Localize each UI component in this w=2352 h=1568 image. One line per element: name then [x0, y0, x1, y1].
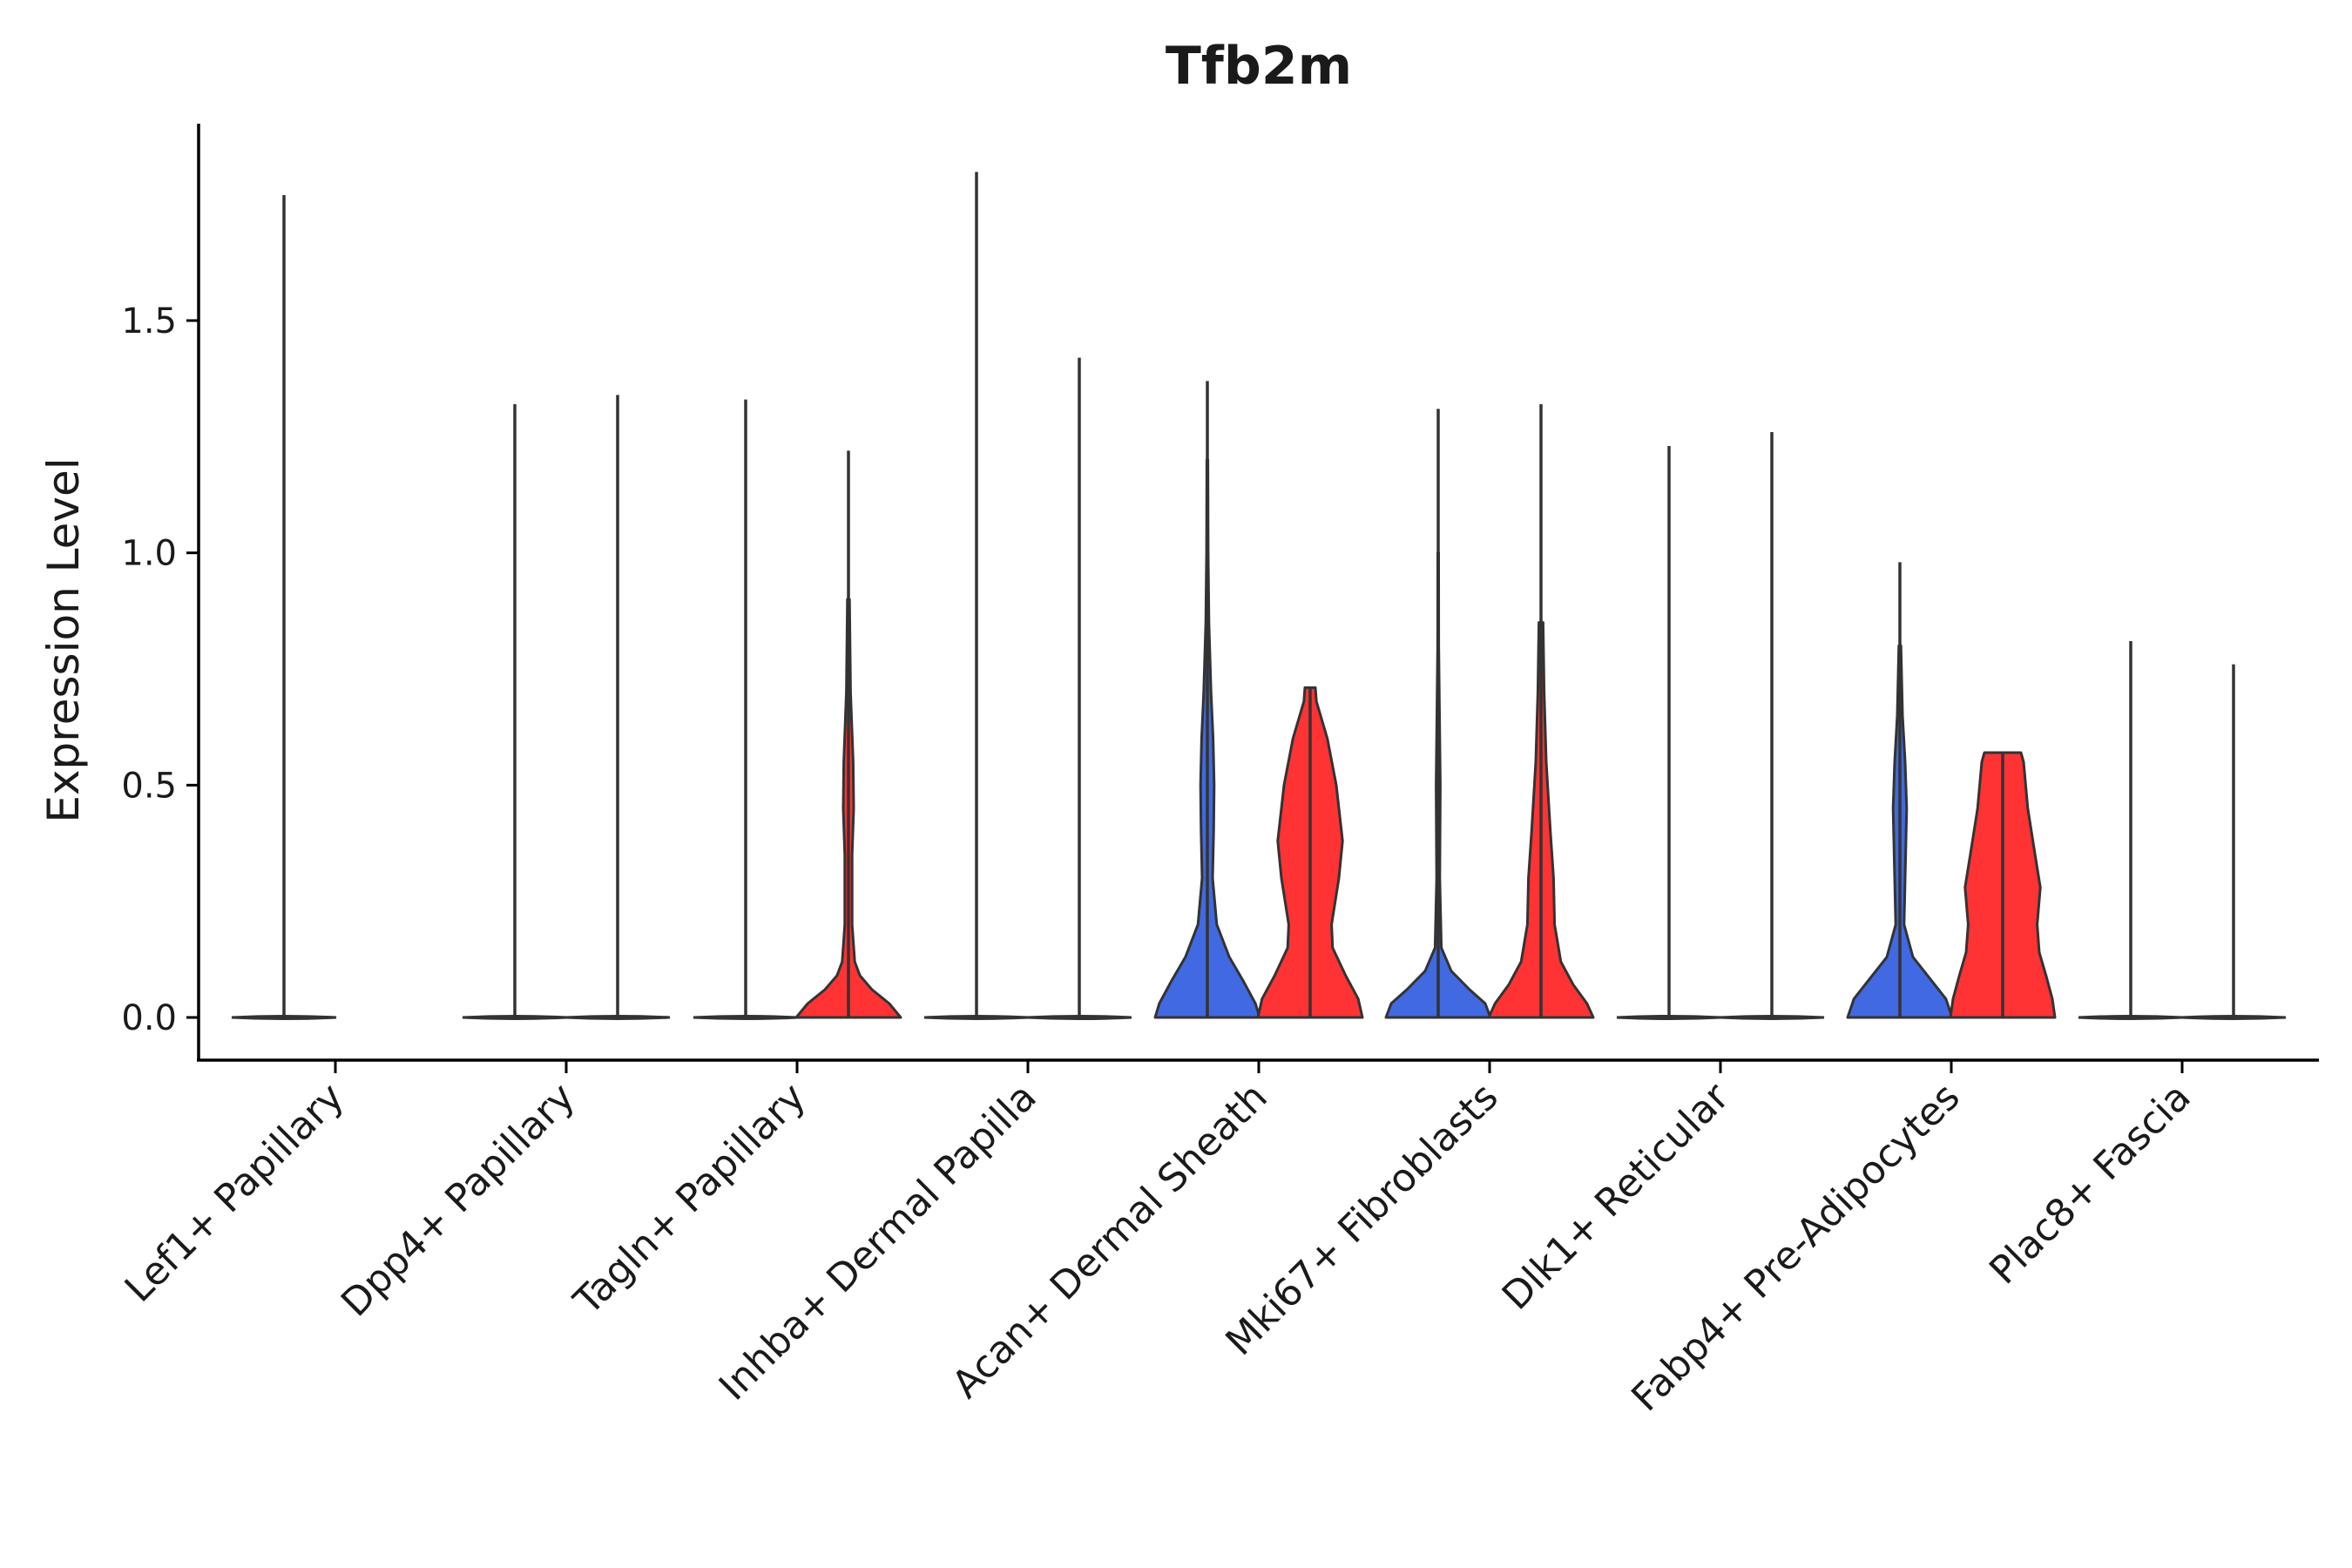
chart-title: Tfb2m — [1166, 36, 1352, 97]
y-tick-label: 1.0 — [121, 534, 177, 574]
violin-right-group-3 — [1026, 357, 1132, 1020]
y-ticks: 0.0 0.5 1.0 1.5 — [121, 301, 199, 1038]
violin-left-group-5 — [1384, 409, 1492, 1019]
violins — [231, 172, 2287, 1020]
violin-left-group-7 — [1846, 562, 1954, 1019]
y-tick-label: 0.0 — [121, 998, 177, 1038]
violin-left-group-6 — [1616, 446, 1722, 1020]
y-tick-label: 1.5 — [121, 301, 177, 341]
violin-left-group-4 — [1153, 381, 1261, 1019]
violin-left-group-0 — [231, 195, 337, 1020]
x-tick-label: Plac8+ Fascia — [1981, 1075, 2200, 1294]
violin-right-group-1 — [564, 395, 671, 1020]
x-tick-label: Dlk1+ Reticular — [1494, 1074, 1739, 1319]
violin-right-group-7 — [1949, 751, 2057, 1019]
violin-left-group-1 — [462, 404, 568, 1020]
violin-right-group-4 — [1256, 686, 1364, 1019]
x-tick-label: Tagln+ Papillary — [565, 1075, 814, 1324]
x-tick-label: Dpp4+ Papillary — [333, 1075, 584, 1326]
violin-left-group-2 — [693, 399, 799, 1020]
violin-right-group-8 — [2180, 664, 2287, 1020]
violin-right-group-5 — [1487, 404, 1595, 1019]
x-tick-label: Lef1+ Papillary — [117, 1075, 353, 1311]
violin-left-group-3 — [923, 172, 1030, 1020]
violin-right-group-2 — [794, 450, 902, 1019]
violin-left-group-8 — [2078, 641, 2184, 1020]
y-axis-label: Expression Level — [38, 457, 89, 822]
violin-right-group-6 — [1719, 432, 1825, 1020]
y-tick-label: 0.5 — [121, 766, 177, 806]
